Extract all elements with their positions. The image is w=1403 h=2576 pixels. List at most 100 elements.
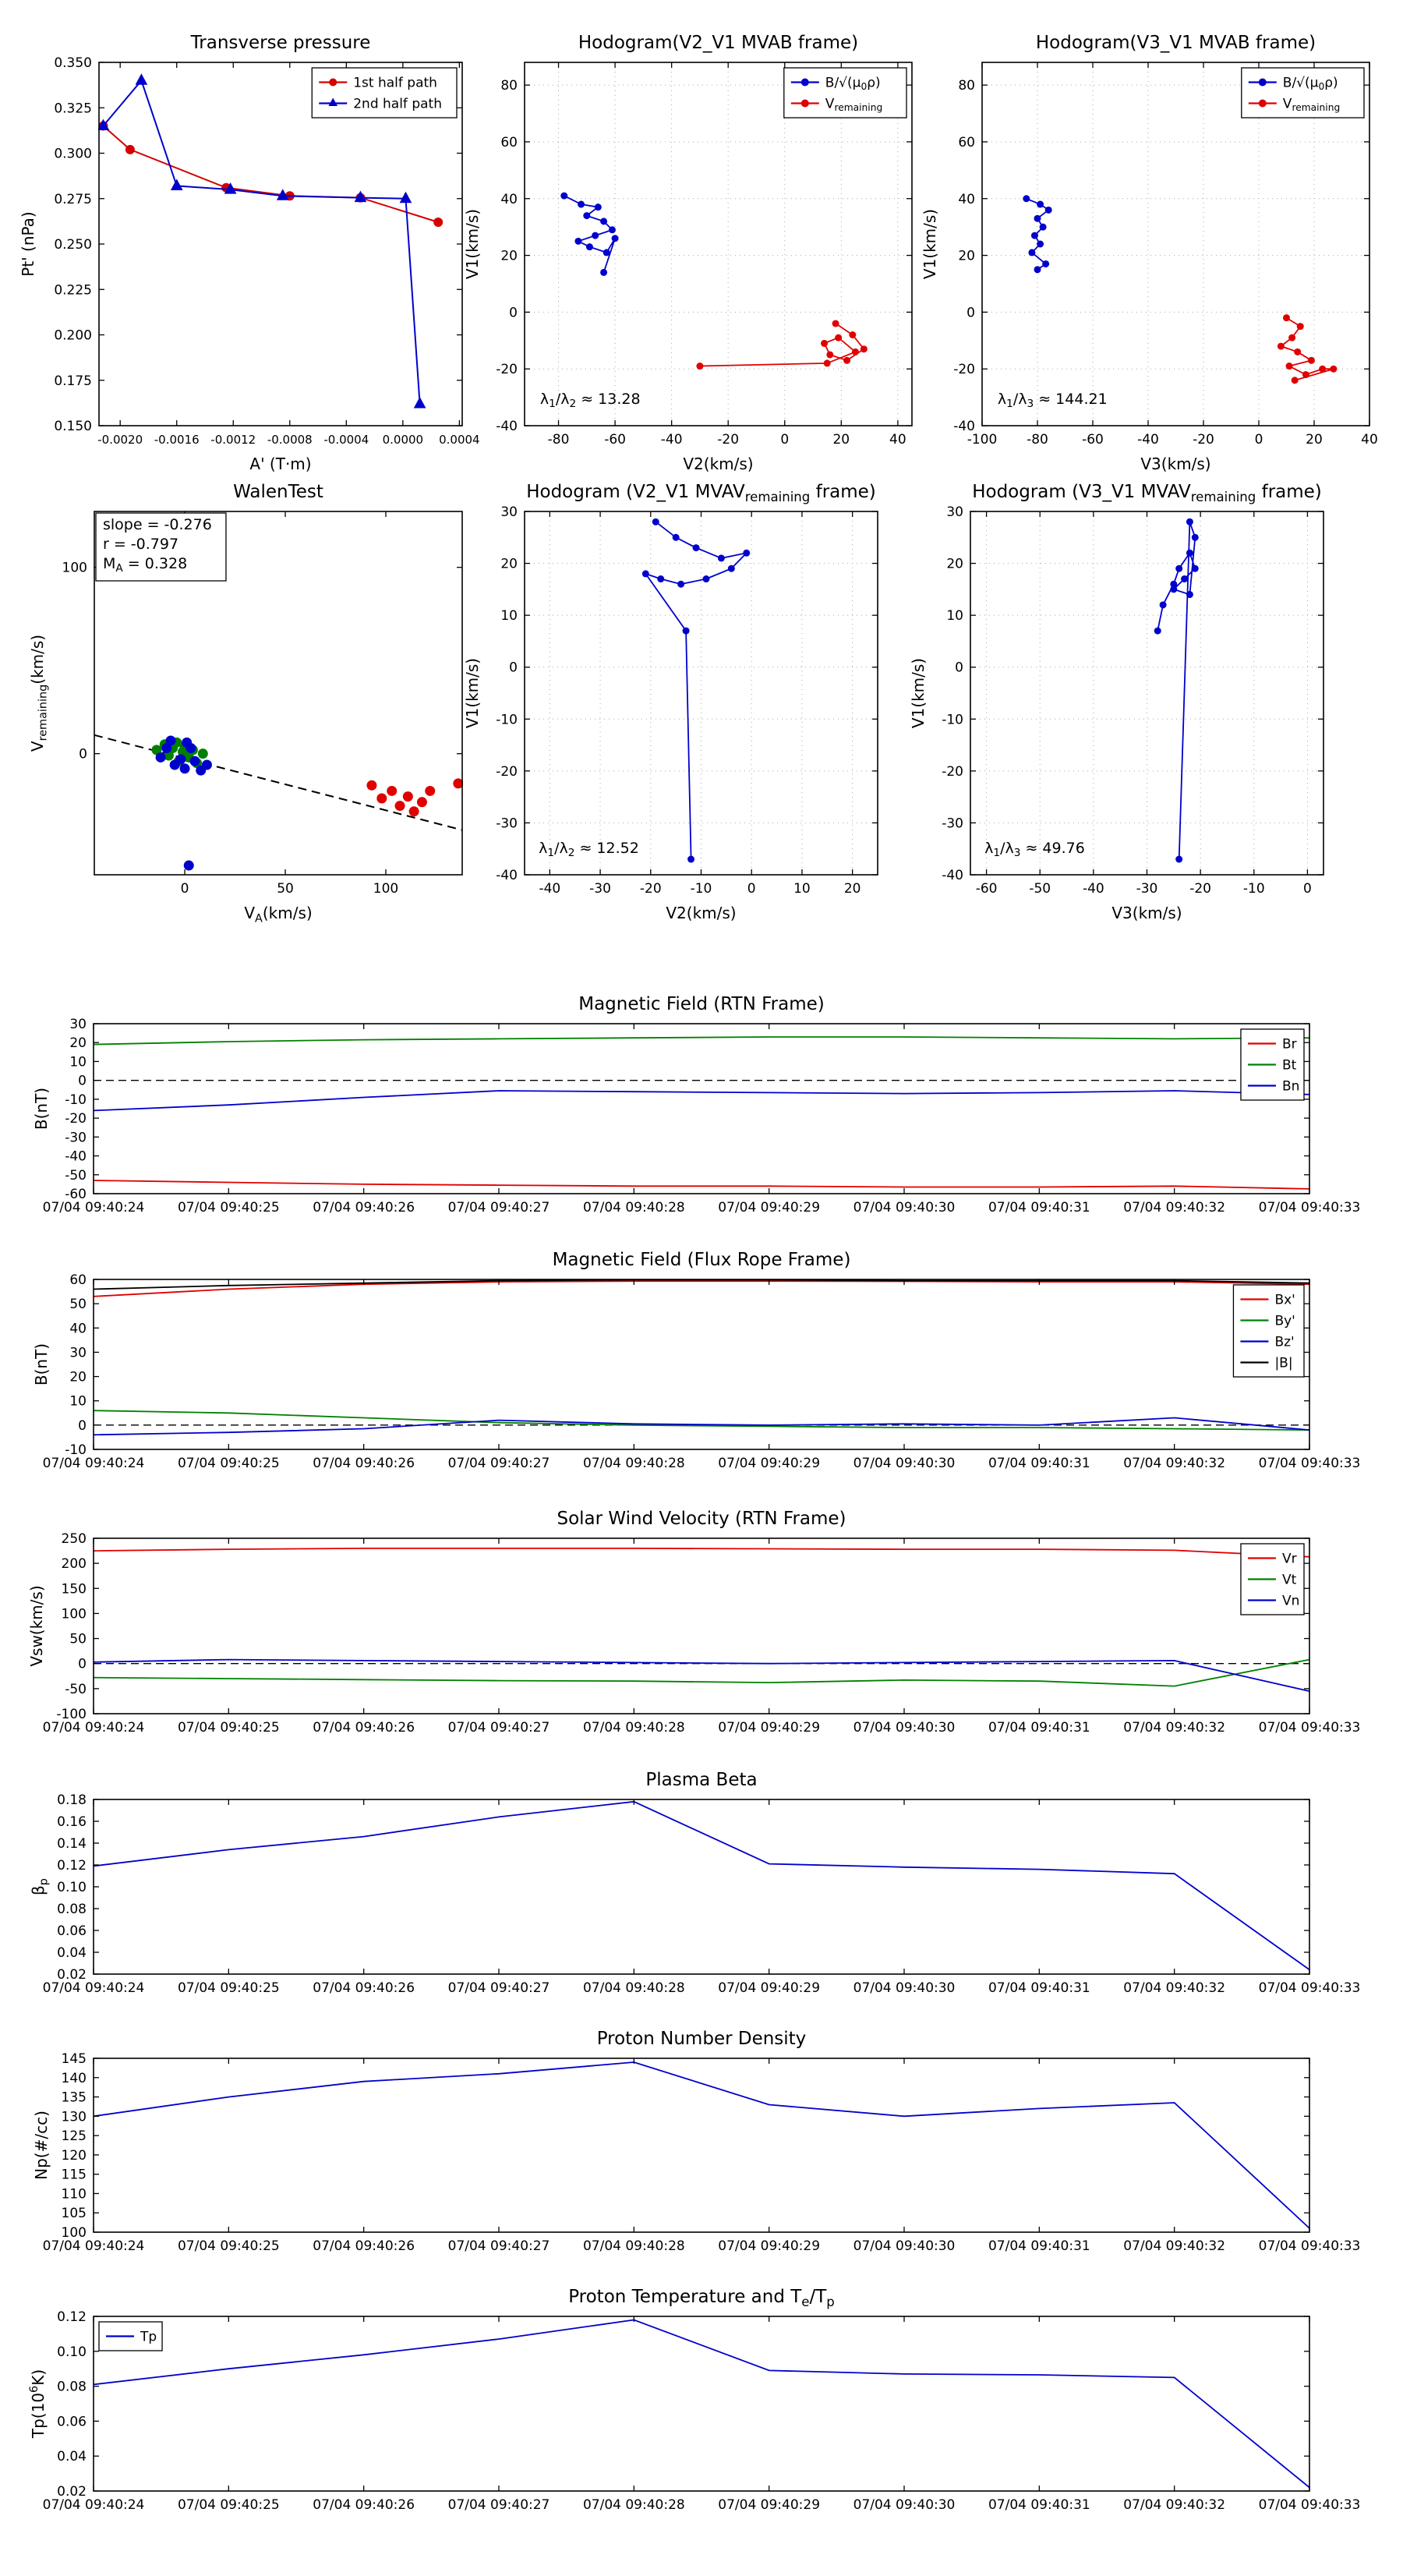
stats-box: [95, 512, 227, 582]
y-axis-label: B(nT): [32, 1343, 51, 1385]
y-tick-label: 0: [78, 1418, 87, 1434]
marker-triangle: [98, 119, 110, 131]
x-tick-label: 07/04 09:40:29: [718, 2497, 820, 2513]
panel-mag-frf: 07/04 09:40:24 07/04 09:40:25 07/04 09:40:…: [32, 1250, 1360, 1471]
y-tick-label: 20: [958, 249, 975, 264]
x-tick-label: -30: [1136, 881, 1158, 897]
marker-dot: [727, 564, 735, 572]
series-line: [93, 2061, 1310, 2229]
marker-dot: [189, 755, 200, 766]
chart-title: Magnetic Field (RTN Frame): [578, 994, 825, 1014]
marker-dot: [1175, 564, 1183, 572]
x-tick-label: 07/04 09:40:32: [1123, 1720, 1225, 1736]
legend-label: Vn: [1282, 1594, 1299, 1609]
x-tick-label: 07/04 09:40:26: [313, 1456, 415, 1471]
legend-label: 1st half path: [353, 76, 437, 91]
y-tick-label: 10: [69, 1054, 87, 1070]
marker-dot: [161, 742, 172, 753]
x-tick-label: 07/04 09:40:26: [313, 1720, 415, 1736]
y-tick-label: 110: [62, 2186, 87, 2202]
marker-dot: [1170, 580, 1178, 588]
y-tick-label: 125: [62, 2128, 87, 2144]
x-tick-label: 07/04 09:40:29: [718, 1456, 820, 1471]
panel-mag-rtn: 07/04 09:40:24 07/04 09:40:25 07/04 09:40:…: [32, 994, 1360, 1215]
x-tick-label: 07/04 09:40:26: [313, 2497, 415, 2513]
x-tick-label: 07/04 09:40:26: [313, 1200, 415, 1215]
marker-dot: [657, 575, 665, 583]
series-group: [93, 1279, 1310, 1436]
y-tick-label: 250: [62, 1531, 87, 1547]
x-tick-label: 0: [1255, 432, 1263, 448]
axes-frame: [94, 511, 463, 876]
marker-triangle: [135, 73, 148, 85]
y-tick-label: 60: [69, 1272, 87, 1288]
marker-dot: [1319, 365, 1327, 373]
y-axis-label: V1(km/s): [921, 209, 939, 279]
marker-triangle: [170, 179, 183, 190]
y-tick-label: 100: [62, 561, 87, 576]
legend: Br Bt Bn: [1240, 1028, 1305, 1101]
marker-dot: [1039, 223, 1047, 231]
y-tick-label: 100: [62, 1606, 87, 1622]
y-axis-label: V1(km/s): [909, 658, 928, 728]
marker-dot: [592, 232, 599, 239]
x-tick-label: 07/04 09:40:30: [853, 1720, 956, 1736]
x-tick-label: 07/04 09:40:25: [178, 1200, 280, 1215]
y-tick-label: 115: [62, 2167, 87, 2183]
marker-dot: [179, 763, 190, 774]
marker-dot: [583, 212, 591, 220]
x-tick-label: 07/04 09:40:31: [988, 2497, 1090, 2513]
marker-dot: [578, 200, 585, 208]
legend-label: Vr: [1282, 1552, 1297, 1567]
legend: 1st half path 2nd half path: [311, 67, 458, 119]
marker-dot: [835, 334, 843, 341]
marker-dot: [329, 78, 337, 87]
axes-frame: [93, 1799, 1310, 1975]
legend-label: Vremaining: [1283, 97, 1340, 114]
y-tick-label: 40: [69, 1321, 87, 1336]
x-tick-label: 07/04 09:40:33: [1259, 1720, 1361, 1736]
series-group: [93, 2061, 1310, 2229]
marker-dot: [1296, 323, 1304, 331]
panel-density: 07/04 09:40:24 07/04 09:40:25 07/04 09:40:…: [32, 2029, 1360, 2254]
marker-triangle: [399, 191, 412, 203]
y-tick-label: 105: [62, 2206, 87, 2221]
marker-dot: [183, 860, 194, 871]
panel-hodogram-v3v1-mvav: -60 -50 -40 -30 -20 -10 0 -40 -30 -20 -10 0 10 20 30 Ho…: [909, 482, 1324, 922]
legend-label: Bz': [1274, 1335, 1294, 1350]
x-tick-label: 07/04 09:40:32: [1123, 1200, 1225, 1215]
x-tick-label: 0: [181, 881, 189, 897]
legend: B/√(μ0ρ) Vremaining: [1241, 67, 1365, 119]
marker-dot: [826, 351, 834, 359]
y-axis-label: Tp(106K): [28, 2369, 48, 2439]
chart-title: WalenTest: [233, 482, 323, 502]
y-tick-label: -30: [496, 816, 518, 831]
y-axis-label: V1(km/s): [463, 209, 482, 279]
panel-hodogram-v3v1-mvab: -100 -80 -60 -40 -20 0 20 40 -40 -20 0 20 40 60 80 Hodo…: [921, 33, 1378, 473]
marker-dot: [1159, 601, 1167, 609]
legend-label: Tp: [140, 2330, 157, 2345]
x-tick-label: -40: [661, 432, 683, 448]
x-tick-label: 07/04 09:40:29: [718, 1200, 820, 1215]
marker-dot: [608, 226, 616, 234]
marker-dot: [687, 855, 695, 863]
x-tick-label: 07/04 09:40:28: [583, 1200, 685, 1215]
y-tick-label: -40: [942, 868, 963, 883]
chart-title: Hodogram (V3_V1 MVAVremaining frame): [972, 482, 1322, 504]
panel-walen-test: 0 50 100 0 100 WalenTest VA(km/s) Vremaining(km…: [28, 482, 463, 925]
legend-label: Br: [1282, 1037, 1297, 1053]
y-tick-label: 0.10: [57, 2344, 87, 2360]
marker-dot: [1285, 363, 1293, 370]
y-tick-label: -20: [496, 362, 518, 377]
marker-triangle: [354, 190, 367, 203]
x-axis-label: V3(km/s): [1111, 904, 1182, 922]
x-tick-label: 07/04 09:40:30: [853, 1980, 956, 1996]
axes-frame: [524, 62, 913, 426]
series-group: [1023, 195, 1338, 384]
y-tick-label: 0: [78, 1657, 87, 1672]
x-tick-label: 07/04 09:40:27: [448, 1456, 550, 1471]
x-tick-label: 07/04 09:40:25: [178, 2238, 280, 2254]
marker-triangle: [328, 97, 338, 106]
axes-frame: [93, 1537, 1310, 1714]
marker-dot: [611, 235, 619, 242]
